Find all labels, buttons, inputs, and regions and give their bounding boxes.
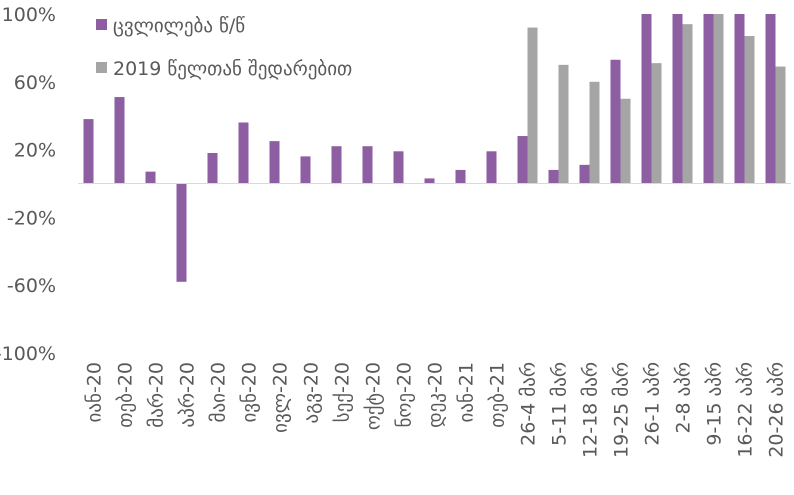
x-tick-label: თებ-21 [487, 362, 509, 428]
x-tick-label: 26-1 აპრ [642, 362, 664, 446]
x-tick-label: 26-4 მარ [518, 362, 540, 446]
bar [269, 141, 280, 184]
x-tick-label: მაი-20 [208, 362, 230, 422]
bar [703, 14, 714, 184]
bar [176, 183, 187, 282]
x-tick-label: 2-8 აპრ [673, 362, 695, 434]
x-tick-label: იან-20 [84, 362, 106, 422]
bar [641, 14, 652, 184]
bar [83, 119, 94, 184]
y-tick-label: -20% [7, 207, 56, 229]
x-tick-label: ნოე-20 [394, 362, 416, 428]
x-tick-label: სექ-20 [332, 362, 354, 422]
bar [424, 178, 435, 184]
legend-swatch [96, 19, 107, 30]
x-tick-label: აპრ-20 [177, 362, 199, 427]
bar [486, 151, 497, 184]
bar [620, 98, 631, 184]
x-tick-label: თებ-20 [115, 362, 137, 428]
bar [775, 66, 786, 184]
x-tick-label: ივლ-20 [270, 362, 292, 433]
bar [517, 136, 528, 184]
y-tick-label: 100% [2, 4, 56, 26]
bar [579, 164, 590, 184]
bar [393, 151, 404, 184]
bar [558, 64, 569, 184]
x-tick-label: აგვ-20 [301, 362, 323, 423]
bars [83, 14, 786, 282]
bar [672, 14, 683, 184]
y-tick-label: -100% [0, 343, 56, 365]
bar [548, 169, 559, 184]
y-tick-label: -60% [7, 275, 56, 297]
bar [145, 171, 156, 184]
x-tick-label: მარ-20 [146, 362, 168, 428]
x-tick-label: 16-22 აპრ [735, 362, 757, 458]
x-tick-label: 19-25 მარ [611, 362, 633, 458]
legend-label: 2019 წელთან შედარებით [113, 58, 352, 80]
x-tick-label: დეკ-20 [425, 362, 447, 428]
x-tick-label: 20-26 აპრ [766, 362, 788, 458]
y-tick-label: 60% [14, 72, 56, 94]
x-tick-label: იან-21 [456, 362, 478, 422]
bar [207, 152, 218, 184]
x-tick-label: 12-18 მარ [580, 362, 602, 458]
bar [713, 14, 724, 184]
bar [300, 156, 311, 184]
bar [744, 36, 755, 184]
bar [527, 27, 538, 184]
bar [331, 146, 342, 184]
x-tick-label: 9-15 აპრ [704, 362, 726, 446]
legend-label: ცვლილება წ/წ [113, 15, 245, 37]
y-tick-label: 20% [14, 140, 56, 162]
bar [651, 63, 662, 184]
bar [589, 81, 600, 184]
bar [362, 146, 373, 184]
x-tick-label: 5-11 მარ [549, 362, 571, 446]
bar [765, 14, 776, 184]
bar [734, 14, 745, 184]
bar [114, 97, 125, 184]
x-tick-label: ოქტ-20 [363, 362, 385, 430]
legend-swatch [96, 62, 107, 73]
bar [682, 24, 693, 184]
x-tick-label: ივნ-20 [239, 362, 261, 423]
bar [238, 122, 249, 184]
bar [455, 169, 466, 184]
bar [610, 59, 621, 184]
